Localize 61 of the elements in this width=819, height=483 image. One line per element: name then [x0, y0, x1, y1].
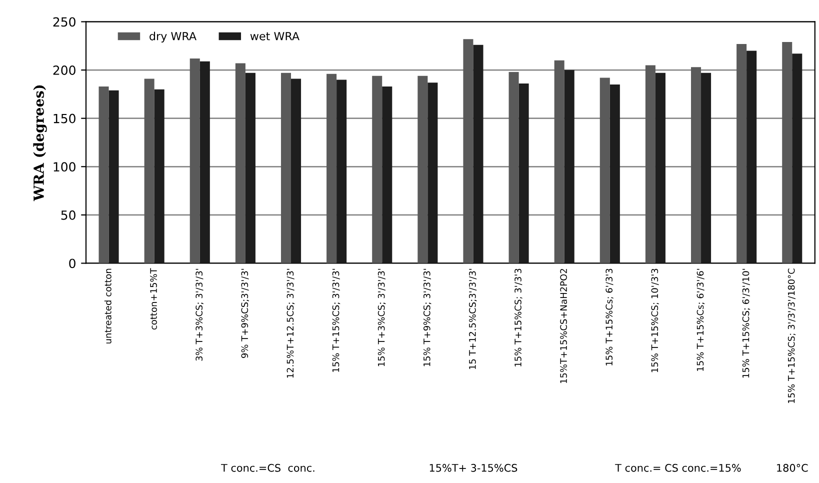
bar: [701, 72, 712, 264]
x-tick-label: 15%T+15%CS+NaH2PO2: [560, 269, 567, 384]
bar: [291, 78, 302, 264]
bar: [736, 44, 747, 264]
x-tick-label: 15% T+15%CS; 3'/3'/3'/180°C: [788, 268, 796, 403]
x-tick-label: 9% T+9%CS;3'/3'/3': [241, 268, 249, 358]
bar: [610, 84, 620, 264]
bar: [108, 90, 119, 264]
bar: [564, 70, 574, 264]
text: T conc.= CS conc.=15%: [615, 464, 741, 472]
bar: [245, 72, 256, 264]
text: 15%T+ 3-15%CS: [430, 464, 518, 472]
y-tick-label: 250: [53, 17, 76, 27]
bar: [326, 74, 337, 264]
bar: [655, 72, 666, 264]
bar: [746, 50, 757, 264]
bar: [782, 42, 792, 264]
x-tick-label: 15% T+15%CS; 6'/3'/10': [742, 268, 750, 378]
bar: [190, 58, 200, 264]
x-tick-label: 3% T+3%CS; 3'/3'/3': [196, 268, 204, 361]
bar: [428, 82, 438, 264]
bar: [336, 80, 347, 264]
bar: [382, 86, 392, 264]
legend-label: dry WRA: [150, 32, 196, 42]
bar: [418, 76, 428, 264]
x-tick-label: 15 T+12.5%CS;3'/3'/3': [469, 268, 477, 370]
bar: [690, 67, 702, 264]
bar: [600, 78, 610, 264]
x-tick-label: 15% T+3%CS; 3'/3'/3': [378, 268, 386, 366]
bar: [508, 72, 519, 264]
y-tick-label: 0: [69, 258, 76, 268]
text: T conc.=CS conc.: [220, 464, 314, 472]
y-tick-label: 100: [54, 162, 76, 172]
bar: [473, 44, 484, 264]
x-tick-label: 12.5%T+12.5CS; 3'/3'/3': [286, 268, 295, 378]
x-tick-label: 15% T+15%Cs; 6'/3'3: [606, 268, 614, 366]
x-tick-label: 15% T+15%Cs; 6'/3'/6': [696, 268, 705, 371]
bar: [235, 63, 246, 264]
bar: [792, 54, 802, 264]
text: 180°C: [777, 464, 808, 472]
bar: [200, 61, 210, 264]
y-tick-label: 150: [54, 114, 76, 124]
bar: [98, 86, 109, 264]
y-axis-title: WRA (degrees): [33, 85, 47, 202]
x-tick-label: 15% T+15%CS; 10'/3'3: [651, 268, 659, 372]
bar: [645, 65, 656, 264]
bar: [144, 78, 154, 264]
x-tick-label: 15% T+15%CS; 3'/3'3: [514, 268, 522, 366]
bar: [518, 84, 529, 264]
bar: [372, 76, 382, 264]
bar: [154, 89, 164, 264]
x-tick-label: untreated cotton: [104, 268, 112, 344]
x-tick-label: 15% T+15%CS; 3'/3'/3': [332, 268, 340, 372]
x-tick-label: 15% T+9%CS; 3'/3'/3': [423, 268, 432, 366]
legend-label: wet WRA: [250, 32, 300, 40]
y-tick-label: 200: [53, 66, 76, 75]
bar: [463, 39, 474, 264]
bar: [280, 72, 291, 264]
bar: [554, 60, 564, 264]
y-tick-label: 50: [61, 210, 76, 220]
x-tick-label: cotton+15%T: [150, 268, 157, 330]
